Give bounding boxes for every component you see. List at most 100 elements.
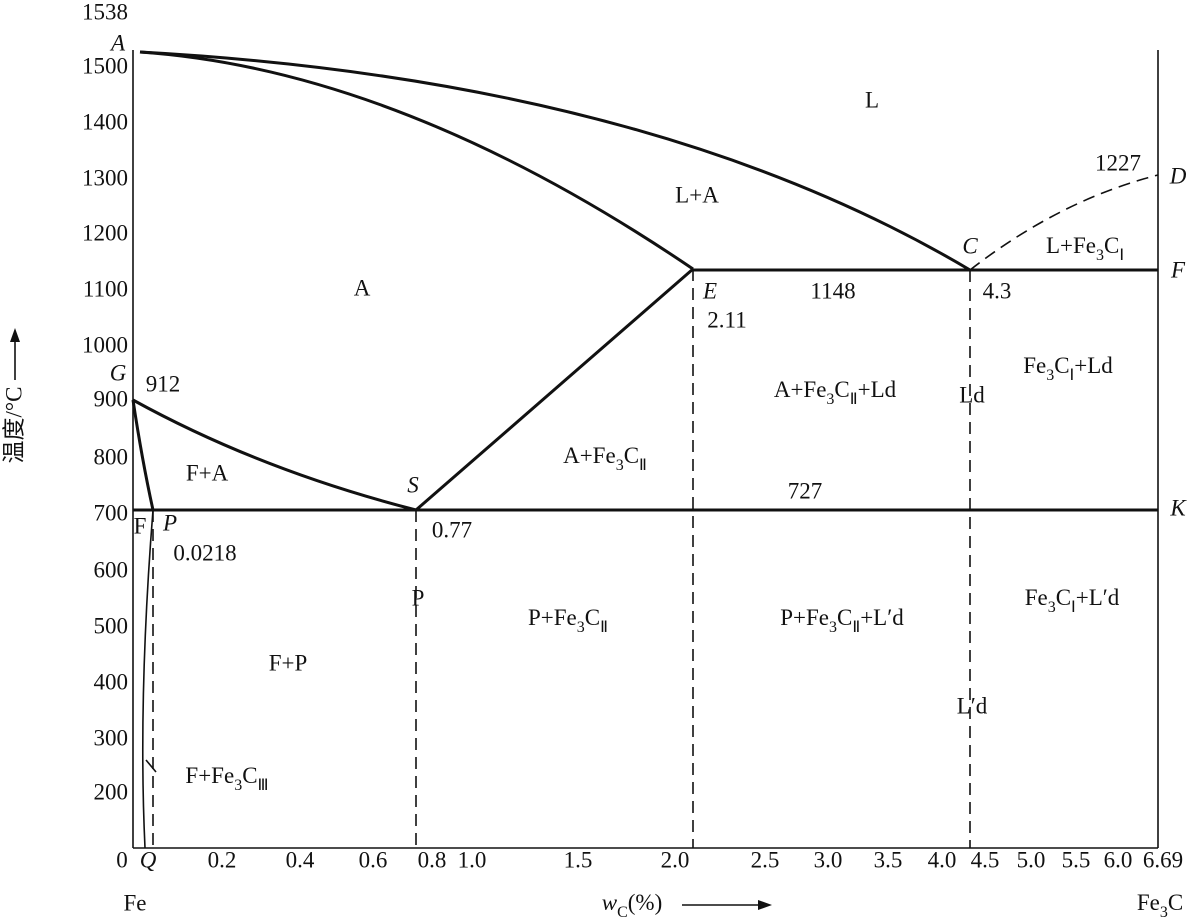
line-cd xyxy=(969,174,1159,271)
point-value: 1227 xyxy=(1095,150,1141,175)
y-tick-label: 300 xyxy=(94,725,129,750)
subscript: 3 xyxy=(1096,247,1104,264)
x-tick-label: 1.5 xyxy=(564,847,593,872)
y-tick-label: 600 xyxy=(94,557,129,582)
text-part: P+Fe xyxy=(780,605,829,630)
frame xyxy=(132,50,1159,849)
region-label: P xyxy=(412,585,425,610)
x-tick-label: 2.0 xyxy=(661,847,690,872)
y-tick-label: 1100 xyxy=(83,276,128,301)
region-label: L′d xyxy=(957,693,988,718)
text-part: +L′d xyxy=(1076,585,1120,610)
subscript: 3 xyxy=(616,457,624,474)
region-label: A xyxy=(354,275,371,300)
x-tick-label: 4.5 xyxy=(971,847,1000,872)
subscript: 3 xyxy=(1048,599,1056,616)
y-tick-label: 500 xyxy=(94,613,129,638)
x-tick-label: 6.0 xyxy=(1104,847,1133,872)
text-part: Fe xyxy=(1025,585,1048,610)
y-axis-title: 温度/°C xyxy=(1,387,26,464)
point-value: 0.0218 xyxy=(173,540,236,565)
y-tick-label: 400 xyxy=(94,669,129,694)
point-label: K xyxy=(1169,495,1187,520)
text-part: L+Fe xyxy=(1046,233,1096,258)
y-tick-label: 800 xyxy=(94,444,129,469)
subscript: Ⅲ xyxy=(258,777,269,794)
subscript: 3 xyxy=(826,391,834,408)
region-label: A+Fe3CⅡ xyxy=(563,443,647,474)
text-part: C xyxy=(837,605,852,630)
x-tick-label: 6.69 xyxy=(1143,847,1183,872)
text-part: +Ld xyxy=(858,377,897,402)
y-tick-label: 1000 xyxy=(82,332,128,357)
point-label: P xyxy=(162,510,177,535)
point-value: 912 xyxy=(146,371,181,396)
point-label: C xyxy=(962,233,978,258)
x-tick-label: 2.5 xyxy=(751,847,780,872)
region-label: Fe3CⅠ+L′d xyxy=(1025,585,1120,616)
point-value: 727 xyxy=(788,478,823,503)
region-label: F+P xyxy=(269,650,308,675)
subscript: Ⅰ xyxy=(1119,247,1124,264)
text-part: F+Fe xyxy=(185,763,234,788)
text-part: C xyxy=(1054,353,1069,378)
region-label: L xyxy=(865,87,879,112)
region-label: F+Fe3CⅢ xyxy=(185,763,268,794)
x-tick-label: 5.5 xyxy=(1062,847,1091,872)
line-es xyxy=(415,267,694,512)
text-part: C xyxy=(1168,890,1183,915)
x-tick-label: 0.4 xyxy=(286,847,315,872)
text-part: C xyxy=(242,763,257,788)
line-gp xyxy=(131,399,155,511)
point-value: 2.11 xyxy=(707,307,746,332)
liquidus-ac xyxy=(139,50,971,272)
subscript: 3 xyxy=(1160,904,1168,921)
text-part: +Ld xyxy=(1074,353,1113,378)
subscript: Ⅱ xyxy=(852,619,860,636)
y-tick-label: 900 xyxy=(94,386,129,411)
x-tick-label: 0.2 xyxy=(208,847,237,872)
phase-lines xyxy=(131,50,1159,849)
point-label: D xyxy=(1169,163,1187,188)
text-part: C xyxy=(1056,585,1071,610)
x-tick-label: 1.0 xyxy=(458,847,487,872)
subscript: 3 xyxy=(829,619,837,636)
point-label: S xyxy=(407,472,419,497)
text-part: Fe xyxy=(1137,890,1160,915)
region-label: Fe3CⅠ+Ld xyxy=(1023,353,1113,384)
leader xyxy=(145,759,157,773)
y-tick-label: 200 xyxy=(94,779,129,804)
region-label: L+Fe3CⅠ xyxy=(1046,233,1124,264)
x-tick-label: 4.0 xyxy=(928,847,957,872)
text-part: A+Fe xyxy=(563,443,616,468)
y-arrow-head xyxy=(10,328,20,342)
subscript: Ⅱ xyxy=(600,619,608,636)
x-tick-label: 3.5 xyxy=(874,847,903,872)
subscript: 3 xyxy=(234,777,242,794)
line-gs xyxy=(132,398,417,512)
component-fe3c: Fe3C xyxy=(1137,890,1183,921)
point-label: F xyxy=(1170,257,1186,282)
component-fe: Fe xyxy=(124,890,147,915)
text-part: w xyxy=(602,890,618,915)
region-label: Ld xyxy=(959,382,985,407)
x-tick-label: 0 xyxy=(116,847,128,872)
subscript: C xyxy=(617,904,628,921)
text-part: +L′d xyxy=(860,605,904,630)
x-tick-label: 0.6 xyxy=(359,847,388,872)
point-value: 4.3 xyxy=(983,278,1012,303)
subscript: Ⅱ xyxy=(850,391,858,408)
region-label: P+Fe3CⅡ+L′d xyxy=(780,605,904,636)
y-tick-label: 1300 xyxy=(82,165,128,190)
text-part: Fe xyxy=(1023,353,1046,378)
x-tick-label: Q xyxy=(140,847,157,872)
text-part: P+Fe xyxy=(528,605,577,630)
point-label: G xyxy=(110,360,127,385)
subscript: Ⅱ xyxy=(639,457,647,474)
region-label: A+Fe3CⅡ+Ld xyxy=(774,377,897,408)
x-tick-label: 3.0 xyxy=(814,847,843,872)
subscript: Ⅰ xyxy=(1070,367,1075,384)
region-label: P+Fe3CⅡ xyxy=(528,605,608,636)
y-tick-label: 1500 xyxy=(82,53,128,78)
